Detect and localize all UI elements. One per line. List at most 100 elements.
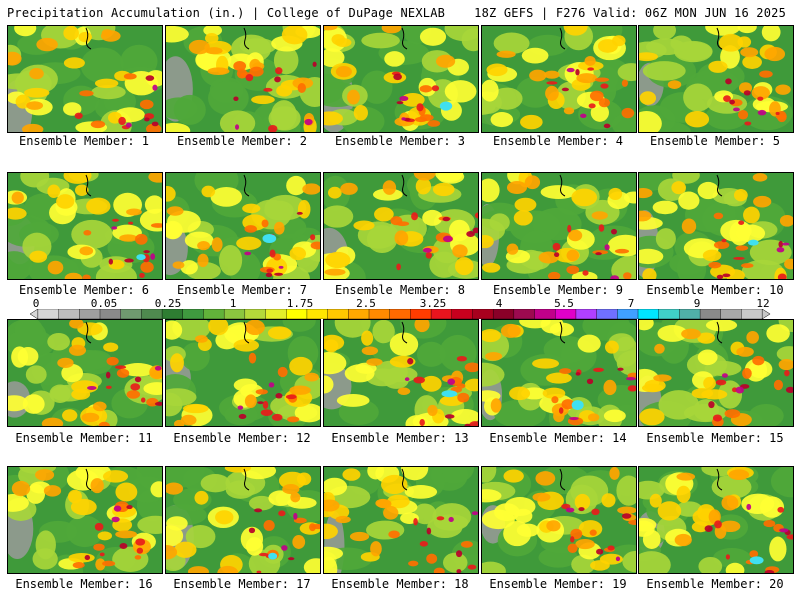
member-map-panel [638, 25, 794, 133]
colorbar-swatch [306, 309, 329, 319]
member-map-panel [481, 172, 637, 280]
colorbar-label: 1.75 [286, 297, 314, 310]
colorbar-swatch [472, 309, 494, 319]
precip-map [166, 173, 320, 279]
colorbar-swatch [534, 309, 556, 319]
colorbar-label: 0.25 [154, 297, 182, 310]
member-map-panel [165, 319, 321, 427]
precip-map [324, 467, 478, 573]
member-map-panel [481, 466, 637, 574]
member-caption: Ensemble Member: 4 [492, 134, 624, 148]
colorbar-label: 0.05 [90, 297, 118, 310]
colorbar-left-arrow [30, 309, 39, 319]
precip-map [639, 467, 793, 573]
member-caption: Ensemble Member: 14 [489, 431, 627, 445]
colorbar-right-arrow [761, 309, 771, 319]
colorbar-swatch [37, 309, 60, 319]
member-caption: Ensemble Member: 18 [331, 577, 469, 591]
member-caption: Ensemble Member: 13 [331, 431, 469, 445]
precip-map [8, 467, 162, 573]
colorbar-swatch [575, 309, 598, 319]
precip-map [8, 26, 162, 132]
precip-map [324, 173, 478, 279]
precip-map [166, 320, 320, 426]
colorbar-swatch [223, 309, 246, 319]
member-map-panel [165, 25, 321, 133]
colorbar-label: 0 [32, 297, 40, 310]
colorbar-swatch [451, 309, 474, 319]
member-caption: Ensemble Member: 19 [489, 577, 627, 591]
precip-map [8, 173, 162, 279]
colorbar-swatch [637, 309, 660, 319]
member-caption: Ensemble Member: 9 [492, 283, 624, 297]
member-map-panel [481, 319, 637, 427]
colorbar-swatch [617, 309, 639, 319]
member-caption: Ensemble Member: 20 [646, 577, 784, 591]
member-map-panel [7, 466, 163, 574]
member-map-panel [165, 466, 321, 574]
colorbar-swatch [79, 309, 101, 319]
member-map-panel [7, 319, 163, 427]
colorbar-swatch [58, 309, 80, 319]
precip-map [482, 467, 636, 573]
member-map-panel [481, 25, 637, 133]
colorbar-label: 4 [495, 297, 503, 310]
member-caption: Ensemble Member: 3 [334, 134, 466, 148]
run-info: 18Z GEFS | F276 Valid: 06Z MON JUN 16 20… [474, 6, 786, 20]
precip-map [639, 26, 793, 132]
member-map-panel [323, 25, 479, 133]
precip-map [8, 320, 162, 426]
precip-map [324, 26, 478, 132]
colorbar-swatch [327, 309, 350, 319]
colorbar [30, 309, 786, 319]
precip-map [482, 26, 636, 132]
colorbar-swatch [348, 309, 370, 319]
member-caption: Ensemble Member: 10 [646, 283, 784, 297]
member-caption: Ensemble Member: 17 [173, 577, 311, 591]
member-map-panel [323, 319, 479, 427]
member-caption: Ensemble Member: 15 [646, 431, 784, 445]
colorbar-swatch [120, 309, 143, 319]
member-map-panel [165, 172, 321, 280]
member-map-panel [638, 172, 794, 280]
colorbar-swatch [492, 309, 515, 319]
colorbar-swatch [368, 309, 391, 319]
member-caption: Ensemble Member: 7 [176, 283, 308, 297]
precip-map [482, 173, 636, 279]
colorbar-label: 5.5 [554, 297, 574, 310]
colorbar-swatch [141, 309, 163, 319]
colorbar-swatch [430, 309, 453, 319]
colorbar-label: 7 [627, 297, 635, 310]
member-map-panel [323, 466, 479, 574]
colorbar-swatch [555, 309, 577, 319]
colorbar-label: 3.25 [419, 297, 447, 310]
colorbar-swatch [203, 309, 225, 319]
member-caption: Ensemble Member: 1 [18, 134, 150, 148]
colorbar-swatch [99, 309, 122, 319]
member-map-panel [323, 172, 479, 280]
precip-map [639, 173, 793, 279]
colorbar-swatch [720, 309, 743, 319]
colorbar-swatch [679, 309, 701, 319]
member-map-panel [7, 172, 163, 280]
member-caption: Ensemble Member: 8 [334, 283, 466, 297]
member-caption: Ensemble Member: 11 [15, 431, 153, 445]
colorbar-label: 1 [229, 297, 237, 310]
colorbar-label: 2.5 [356, 297, 376, 310]
colorbar-swatch [741, 309, 763, 319]
colorbar-swatch [244, 309, 267, 319]
member-map-panel [638, 466, 794, 574]
precip-map [639, 320, 793, 426]
member-caption: Ensemble Member: 5 [649, 134, 781, 148]
page-title: Precipitation Accumulation (in.) | Colle… [7, 6, 446, 20]
colorbar-swatch [410, 309, 432, 319]
member-map-panel [7, 25, 163, 133]
colorbar-label: 9 [693, 297, 701, 310]
precip-map [166, 467, 320, 573]
colorbar-swatch [389, 309, 412, 319]
colorbar-swatch [658, 309, 681, 319]
colorbar-swatch [699, 309, 722, 319]
member-map-panel [638, 319, 794, 427]
member-caption: Ensemble Member: 16 [15, 577, 153, 591]
colorbar-swatch [265, 309, 287, 319]
